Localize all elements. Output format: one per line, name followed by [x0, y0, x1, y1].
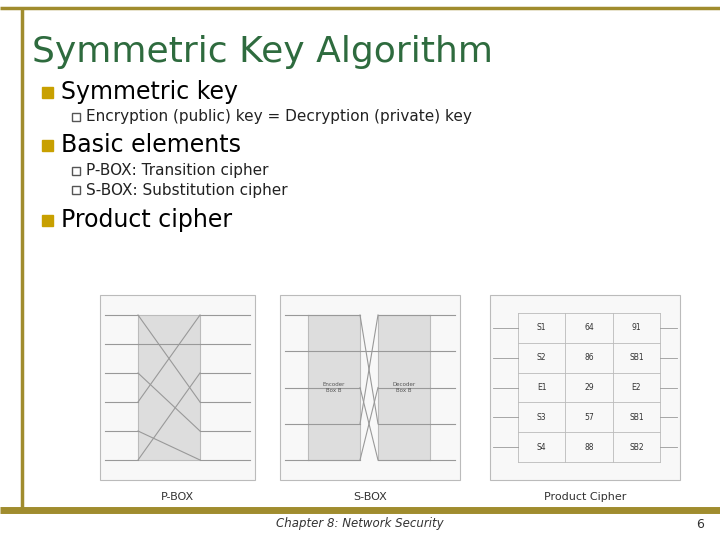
Text: 6: 6 — [696, 517, 704, 530]
Text: S4: S4 — [537, 443, 546, 451]
Text: 64: 64 — [584, 323, 594, 333]
Text: P-BOX: Transition cipher: P-BOX: Transition cipher — [86, 164, 269, 179]
Text: Encoder
Box B: Encoder Box B — [323, 382, 345, 393]
Bar — [100, 295, 255, 480]
Text: Product Cipher: Product Cipher — [544, 492, 626, 502]
Text: 86: 86 — [584, 353, 594, 362]
Text: Encryption (public) key = Decryption (private) key: Encryption (public) key = Decryption (pr… — [86, 110, 472, 125]
Text: 57: 57 — [584, 413, 594, 422]
Text: Chapter 8: Network Security: Chapter 8: Network Security — [276, 517, 444, 530]
Text: Decoder
Box B: Decoder Box B — [392, 382, 415, 393]
Bar — [42, 86, 53, 98]
Bar — [378, 315, 430, 460]
Bar — [490, 295, 680, 480]
Bar — [42, 214, 53, 226]
Text: E1: E1 — [537, 383, 546, 392]
Text: Symmetric key: Symmetric key — [61, 80, 238, 104]
Text: E2: E2 — [631, 383, 641, 392]
Text: Product cipher: Product cipher — [61, 208, 232, 232]
Text: S-BOX: S-BOX — [353, 492, 387, 502]
Text: SB1: SB1 — [629, 413, 644, 422]
Text: SB1: SB1 — [629, 353, 644, 362]
Text: 88: 88 — [584, 443, 594, 451]
Bar — [72, 113, 80, 121]
Text: Symmetric Key Algorithm: Symmetric Key Algorithm — [32, 35, 493, 69]
Text: S2: S2 — [537, 353, 546, 362]
Text: 91: 91 — [631, 323, 641, 333]
Bar — [138, 315, 200, 460]
Bar — [42, 139, 53, 151]
Bar — [72, 167, 80, 175]
Bar — [72, 186, 80, 194]
Text: P-BOX: P-BOX — [161, 492, 194, 502]
Text: SB2: SB2 — [629, 443, 644, 451]
Text: S1: S1 — [537, 323, 546, 333]
Text: S-BOX: Substitution cipher: S-BOX: Substitution cipher — [86, 183, 287, 198]
Bar — [308, 315, 360, 460]
Text: 29: 29 — [584, 383, 594, 392]
Text: S3: S3 — [537, 413, 546, 422]
Text: Basic elements: Basic elements — [61, 133, 241, 157]
Bar — [280, 295, 460, 480]
